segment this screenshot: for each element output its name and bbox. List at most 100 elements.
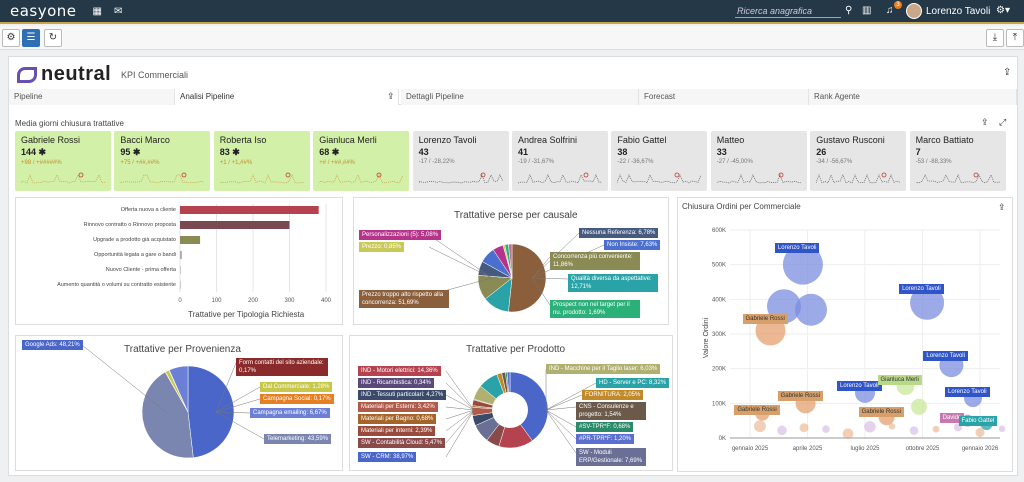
kpi-sparkline [816, 171, 900, 185]
category-label: Upgrade a prodotto già acquistato [93, 237, 176, 243]
refresh-button[interactable]: ↻ [44, 29, 62, 47]
slice-label: SW - Contabilità Cloud: 5,47% [358, 438, 445, 448]
pie-slice[interactable] [188, 366, 234, 458]
chart-tipologia-panel: 0 100 200 300 400 Offerta nuova a cliente Rinn… [15, 197, 343, 325]
kpi-card[interactable]: Gustavo Rusconi 26 -34 / -56,67% [810, 131, 906, 191]
y-tick-label: 500K [712, 263, 726, 269]
tab-bar: Pipeline Analisi Pipeline Dettagli Pipel… [9, 89, 1017, 105]
kpi-card[interactable]: Gianluca Merli 68 ✱ +# / +##,##% [313, 131, 409, 191]
toolbar: ⚙ ☰ ↻ ⤓ ⤒ [0, 26, 1024, 50]
kpi-value: 38 [617, 147, 701, 157]
slice-label: IND - Motori elettrici: 14,36% [358, 366, 441, 376]
bubble[interactable] [795, 294, 827, 326]
y-tick-label: 100K [712, 401, 726, 407]
bubble-label: Fabio Gattel [959, 416, 998, 426]
kpi-card[interactable]: Gabriele Rossi 144 ✱ +98 / +#####% [15, 131, 111, 191]
kpi-delta: +75 / +##,##% [120, 160, 204, 166]
bubble[interactable] [911, 399, 927, 415]
kpi-delta: -34 / -56,67% [816, 159, 900, 165]
slice-label: Prezzo troppo alto rispetto alla concorr… [359, 290, 449, 308]
toggle-view-button[interactable]: ⚙ [2, 29, 20, 47]
slice-label: Materiali per Esterni: 3,42% [358, 402, 438, 412]
avatar[interactable] [906, 3, 922, 19]
download-button[interactable]: ⤓ [986, 29, 1004, 47]
bar[interactable] [180, 281, 181, 289]
kpi-sparkline [319, 171, 403, 185]
bar[interactable] [180, 236, 200, 244]
bubble-label: Lorenzo Tavoli [945, 387, 990, 397]
bar[interactable] [180, 251, 182, 259]
y-tick-label: 0K [719, 436, 726, 442]
bell-icon[interactable]: ♫ [886, 5, 894, 16]
kpi-delta: -17 / -28,22% [419, 159, 503, 165]
tab-forecast[interactable]: Forecast [639, 89, 809, 105]
x-tick-label: aprile 2025 [793, 446, 823, 452]
kpi-delta: -22 / -36,67% [617, 159, 701, 165]
kpi-name: Gabriele Rossi [21, 135, 105, 145]
bar[interactable] [180, 266, 181, 274]
slice-label: SW - CRM: 38,97% [358, 452, 416, 462]
chart-chiusura-panel: Chiusura Ordini per Commerciale ⇪ 0K 100K… [677, 197, 1013, 472]
bar[interactable] [180, 206, 319, 214]
tab-analisi-pipeline[interactable]: Analisi Pipeline [175, 89, 399, 105]
kpi-card[interactable]: Roberta Iso 83 ✱ +1 / +1,##% [214, 131, 310, 191]
tab-dettagli-pipeline[interactable]: Dettagli Pipeline [401, 89, 639, 105]
x-tick-label: 300 [284, 298, 295, 304]
kpi-name: Matteo [717, 135, 801, 145]
calendar-icon[interactable]: ▦ [93, 6, 102, 17]
kpi-name: Gianluca Merli [319, 135, 403, 145]
slice-label: Telemarketing: 43,59% [264, 434, 331, 444]
kpi-value: 83 ✱ [220, 147, 304, 158]
slice-label: CNS - Consulenze e progetto: 1,54% [576, 402, 646, 420]
slice-label: IND - Tessuti particolari: 4,27% [358, 390, 446, 400]
app-logo[interactable]: easyone [10, 2, 77, 20]
bubble-label: Gabriele Rossi [778, 391, 823, 401]
kpi-card[interactable]: Lorenzo Tavoli 43 -17 / -28,22% [413, 131, 509, 191]
bar[interactable] [180, 221, 290, 229]
upload-button[interactable]: ⤒ [1006, 29, 1024, 47]
notification-badge: 3 [894, 1, 902, 9]
tab-rank-agente[interactable]: Rank Agente [809, 89, 1017, 105]
slice-label: HD - Server e PC: 8,32% [596, 378, 669, 388]
y-tick-label: 600K [712, 228, 726, 234]
settings-icon[interactable]: ⚙▾ [996, 5, 1010, 16]
slice-label: IND - Ricambistica: 0,34% [358, 378, 434, 388]
bubble-label: Lorenzo Tavoli [899, 284, 944, 294]
bubble-label: Lorenzo Tavoli [775, 243, 820, 253]
slice-label: #PR-TPR*F: 1,20% [576, 434, 634, 444]
scatter-chart: 0K100K200K300K400K500K600Kgennaio 2025 ap… [678, 198, 1013, 472]
tab-share-icon[interactable]: ⇪ [387, 91, 395, 102]
chart-icon[interactable]: ▥ [862, 5, 871, 16]
kpi-card[interactable]: Fabio Gattel 38 -22 / -36,67% [611, 131, 707, 191]
kpi-card[interactable]: Marco Battiato 7 -53 / -88,33% [910, 131, 1006, 191]
kpi-delta: -19 / -31,67% [518, 159, 602, 165]
kpi-card[interactable]: Bacci Marco 95 ✱ +75 / +##,##% [114, 131, 210, 191]
list-view-button[interactable]: ☰ [22, 29, 40, 47]
kpi-name: Marco Battiato [916, 135, 1000, 145]
search-input[interactable]: Ricerca anagrafica [735, 4, 841, 18]
kpi-name: Gustavo Rusconi [816, 135, 900, 145]
mail-icon[interactable]: ✉ [114, 6, 122, 17]
kpi-value: 95 ✱ [120, 147, 204, 158]
kpi-card[interactable]: Matteo 33 -27 / -45,00% [711, 131, 807, 191]
fullscreen-icon[interactable]: ⤢ [999, 117, 1006, 128]
kpi-card[interactable]: Andrea Solfrini 41 -19 / -31,67% [512, 131, 608, 191]
share-icon[interactable]: ⇪ [981, 117, 989, 128]
share-icon[interactable]: ⇪ [1003, 67, 1011, 78]
brand-logo: neutral [17, 63, 111, 86]
user-name[interactable]: Lorenzo Tavoli [926, 6, 990, 17]
search-icon[interactable]: ⚲ [845, 5, 852, 16]
slice-label: SW - Moduli ERP/Gestionale: 7,69% [576, 448, 646, 466]
slice-label: Dal Commerciale: 1,28% [260, 382, 332, 392]
y-tick-label: 300K [712, 332, 726, 338]
bubble-label: Lorenzo Tavoli [923, 351, 968, 361]
slice-label: Materiali per interni: 2,39% [358, 426, 435, 436]
x-tick-label: 200 [248, 298, 259, 304]
kpi-delta: +1 / +1,##% [220, 160, 304, 166]
kpi-sparkline [916, 171, 1000, 185]
kpi-value: 33 [717, 147, 801, 157]
y-tick-label: 200K [712, 367, 726, 373]
kpi-delta: +# / +##,##% [319, 160, 403, 166]
tab-pipeline[interactable]: Pipeline [9, 89, 175, 105]
bubble-label: Lorenzo Tavoli [837, 381, 882, 391]
